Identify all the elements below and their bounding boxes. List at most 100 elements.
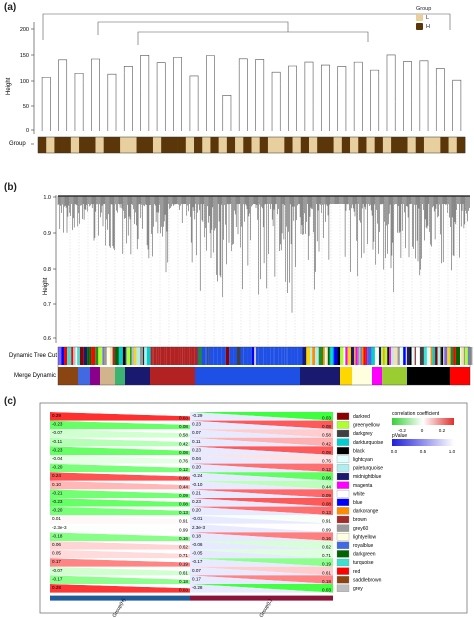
module-swatch: [336, 507, 350, 515]
pvalue-h: 0.18: [179, 579, 188, 584]
corr-value-h: 0.06: [52, 542, 61, 547]
group-cell: [46, 137, 55, 153]
panel-b-dendrogram: 1.00.90.80.70.6 Height Dynamic Tree Cut …: [9, 195, 473, 386]
group-cell: [87, 137, 96, 153]
corr-cell-h: [50, 420, 190, 430]
pvalue-h: 0.03: [179, 588, 188, 593]
group-cell: [161, 137, 170, 153]
corr-value-l: 0.20: [192, 465, 201, 470]
group-cell: [251, 137, 261, 153]
group-cell: [259, 137, 269, 153]
pvalue-l: 0.08: [322, 450, 331, 455]
pvalue-l: 0.99: [322, 527, 331, 532]
group-cell: [366, 137, 375, 153]
module-label: saddlebrown: [353, 577, 382, 583]
corr-value-h: -0.17: [52, 576, 63, 581]
pvalue-l: 0.03: [322, 588, 331, 593]
group-cell: [235, 137, 244, 153]
group-cell: [210, 137, 219, 153]
panel-b-row2-label: Merge Dynamic: [14, 373, 56, 379]
panel-c-heatmap: 0.29 0.03 -0.29 0.03 -0.23 0.08 0.23 0.08 -0.07 0…: [39, 402, 468, 618]
module-label: midnightblue: [353, 474, 382, 480]
corr-cell-l: [190, 480, 333, 490]
module-label: darkgrey: [353, 431, 373, 437]
group-cell: [350, 137, 359, 153]
module-swatch: [336, 472, 350, 481]
corr-tick: 0: [421, 428, 424, 433]
corr-value-l: -0.29: [192, 413, 203, 418]
pvalue-h: 0.06: [179, 476, 188, 481]
group-cell: [136, 137, 146, 153]
y-tick-label: 0.6: [43, 336, 51, 342]
module-swatch: [336, 447, 350, 455]
pvalue-h: 0.19: [179, 562, 188, 567]
group-cell: [185, 137, 195, 153]
group-cell: [226, 137, 236, 153]
group-cell: [440, 137, 449, 153]
corr-value-h: -0.11: [52, 439, 63, 444]
corr-cell-h: [50, 472, 190, 481]
corr-value-h: -0.20: [52, 508, 63, 513]
legend-swatch-h: [416, 23, 423, 30]
corr-value-h: 0.10: [52, 482, 61, 487]
corr-cell-l: [190, 575, 333, 584]
pvalue-l: 0.61: [322, 570, 331, 575]
module-label: lightcyan: [353, 457, 373, 463]
pvalue-h: 0.12: [179, 467, 188, 472]
module-swatch: [336, 481, 350, 489]
pvalue-l: 0.18: [322, 579, 331, 584]
p-tick: 1.0: [449, 449, 456, 454]
corr-cell-l: [190, 437, 333, 447]
group-cell: [448, 137, 458, 153]
panel-a-group-label: Group: [9, 141, 26, 147]
corr-cell-l: [190, 498, 333, 507]
x-axis-label: Group(L): [259, 598, 274, 618]
group-cell: [62, 137, 72, 153]
module-swatch: [336, 455, 350, 463]
module-swatch: [336, 429, 350, 438]
group-cell: [103, 137, 113, 153]
pvalue-h: 0.76: [179, 459, 188, 464]
group-cell: [128, 137, 137, 153]
corr-value-h: -0.04: [52, 456, 63, 461]
group-cell: [276, 137, 285, 153]
panel-b-label: (b): [4, 182, 17, 193]
panel-c-label: (c): [4, 396, 17, 407]
corr-value-l: -0.28: [192, 585, 203, 590]
corr-colorbar: [392, 418, 454, 425]
module-swatch: [336, 498, 350, 506]
module-label: grey: [353, 586, 363, 592]
corr-cell-h: [50, 549, 190, 559]
corr-value-l: 0.21: [192, 490, 201, 495]
corr-value-l: 0.07: [192, 568, 201, 573]
corr-value-l: -0.06: [192, 542, 203, 547]
module-label: grey60: [353, 526, 369, 532]
corr-value-l: -0.05: [192, 551, 203, 556]
pvalue-h: 0.58: [179, 433, 188, 438]
corr-value-l: 2.3e-3: [192, 525, 205, 530]
corr-cell-h: [50, 480, 190, 490]
module-swatch: [336, 584, 350, 592]
module-label: white: [353, 491, 365, 497]
corr-value-l: -0.17: [192, 559, 203, 564]
corr-value-l: 0.23: [192, 447, 201, 452]
pvalue-h: 0.42: [179, 441, 188, 446]
group-cell: [333, 137, 343, 153]
pvalue-l: 0.12: [322, 467, 331, 472]
corr-cell-h: [50, 515, 190, 524]
module-swatch: [336, 541, 350, 549]
legend-item-l: L: [426, 14, 430, 21]
corr-cell-h: [50, 523, 190, 533]
group-cell: [341, 137, 351, 153]
group-cell: [79, 137, 88, 153]
corr-value-l: 0.23: [192, 499, 201, 504]
y-tick-label: 0: [26, 128, 29, 134]
legend-item-h: H: [426, 23, 430, 30]
group-cell: [152, 137, 162, 153]
module-label: magenta: [353, 483, 373, 489]
corr-cell-l: [190, 455, 333, 464]
pvalue-h: 0.61: [179, 570, 188, 575]
group-cell: [300, 137, 310, 153]
corr-cell-l: [190, 463, 333, 473]
corr-cell-h: [50, 412, 190, 421]
